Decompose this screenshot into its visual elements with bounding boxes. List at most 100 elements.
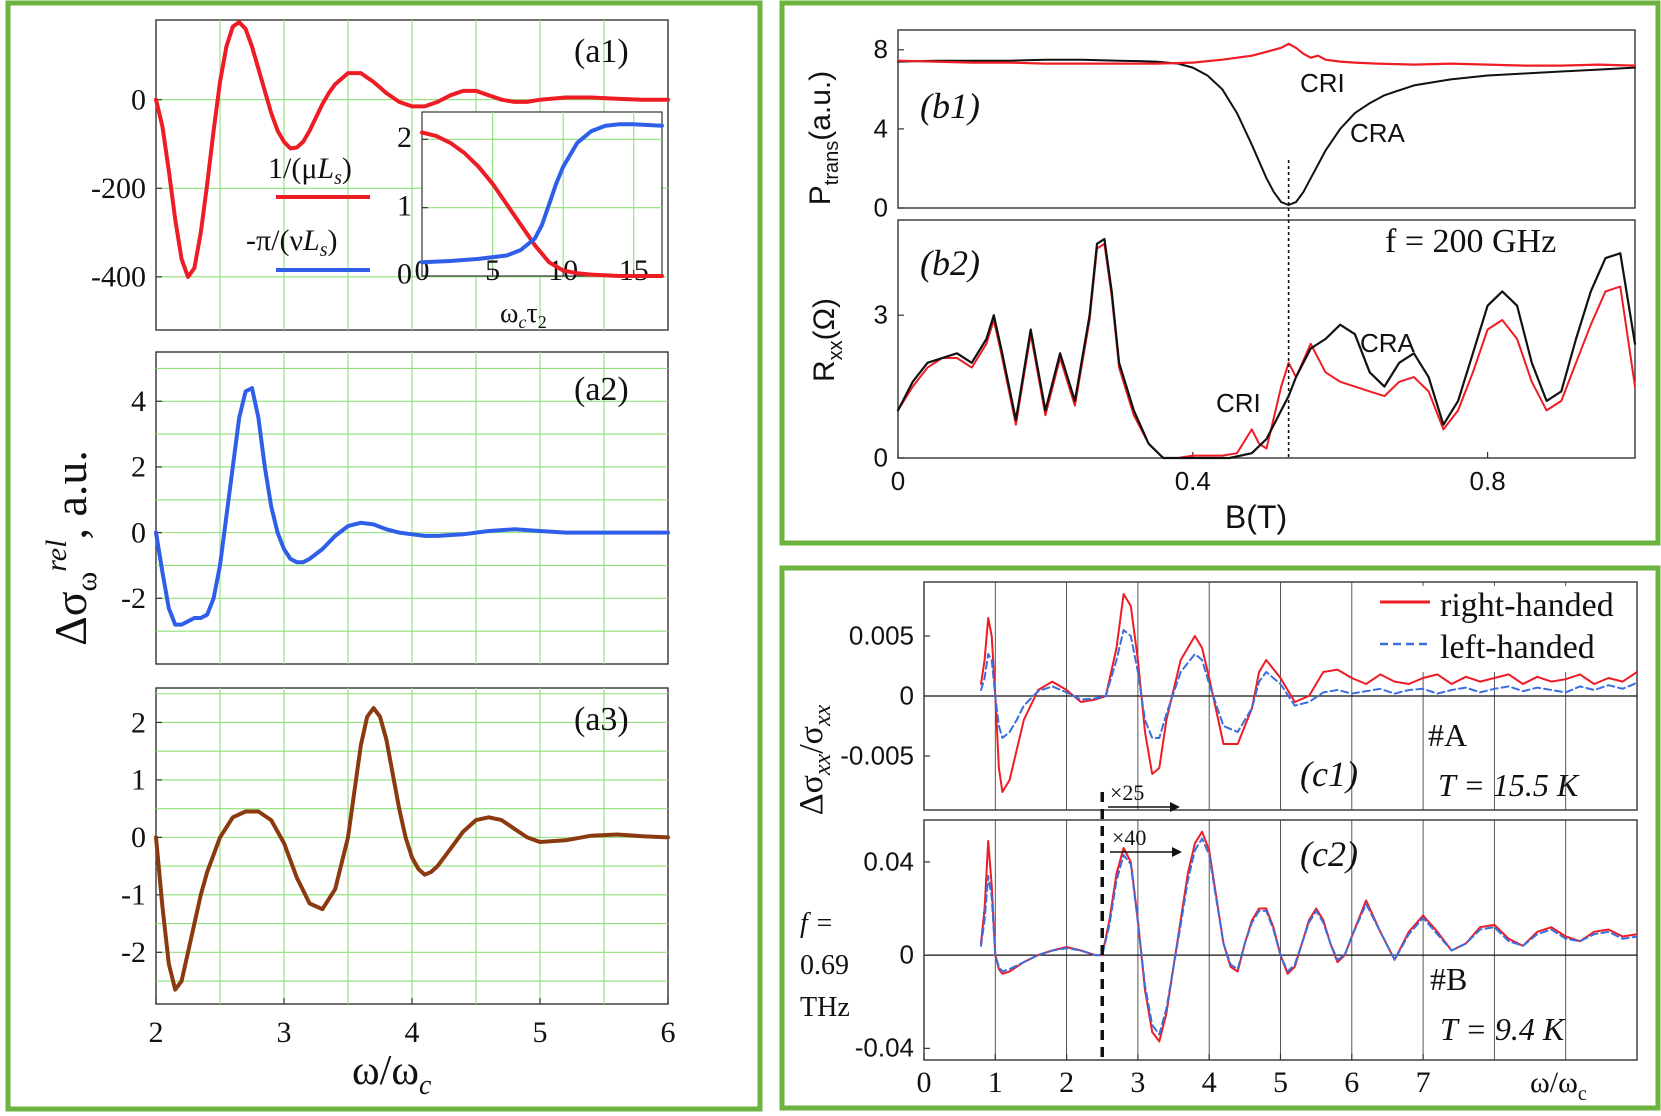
c2-x-tick-label: 5 xyxy=(1273,1066,1288,1099)
b2-y-tick-label: 3 xyxy=(874,300,888,330)
sample-c2: #B xyxy=(1430,961,1467,997)
annot-b2-cri: CRI xyxy=(1216,388,1261,418)
a1-y-tick-label: -200 xyxy=(91,172,146,205)
grid-inset xyxy=(422,112,662,276)
a1-y-tick-label: 0 xyxy=(131,84,146,117)
a2-y-tick-label: 0 xyxy=(131,516,146,549)
inset-series-1-l-s- xyxy=(420,130,664,278)
chart-a2: 4 2 0 -2 (a2) xyxy=(121,351,670,665)
lines-b1 xyxy=(896,42,1637,206)
b1-series-cra xyxy=(897,58,1636,206)
lines-a3 xyxy=(154,706,670,992)
c1-y-tick-label: -0.005 xyxy=(840,740,914,770)
b1-y-tick-label: 8 xyxy=(874,34,888,64)
b2-x-tick-label: 0.8 xyxy=(1470,466,1506,496)
b1-series-cri xyxy=(896,42,1637,67)
annot-b1-cra: CRA xyxy=(1350,118,1406,148)
a3-y-tick-label: 1 xyxy=(131,764,146,797)
c2-x-tick-label: 0 xyxy=(917,1066,932,1099)
temperature-c2: T = 9.4 K xyxy=(1440,1011,1566,1047)
c2-x-tick-label: 1 xyxy=(988,1066,1003,1099)
yticks-a3: 2 1 0 -1 -2 xyxy=(121,706,162,969)
legend-a1-entry-2: -π/(νLs) xyxy=(246,224,338,261)
c2-series-left-handed xyxy=(980,837,1638,1036)
c2-x-tick-label: 7 xyxy=(1416,1066,1431,1099)
c1-y-tick-label: 0 xyxy=(900,680,914,710)
a3-y-tick-label: 0 xyxy=(131,821,146,854)
xticks-c2: 0 1 2 3 4 5 6 7 xyxy=(917,1054,1431,1099)
title-b2: f = 200 GHz xyxy=(1385,223,1556,260)
inset-series--l-s- xyxy=(420,122,664,265)
c2-x-tick-label: 6 xyxy=(1344,1066,1359,1099)
b2-x-tick-label: 0.4 xyxy=(1175,466,1211,496)
xlabel-b2: B(T) xyxy=(1225,499,1287,535)
yticks-c2: 0.04 0 -0.04 xyxy=(855,846,930,1063)
inset-x-tick-label: 0 xyxy=(415,254,430,287)
a2-y-tick-label: 2 xyxy=(131,451,146,484)
c2-y-tick-label: 0.04 xyxy=(863,846,914,876)
a3-x-tick-label: 4 xyxy=(405,1016,420,1049)
c1-y-tick-label: 0.005 xyxy=(849,620,914,650)
a3-series-a3 xyxy=(154,706,670,992)
panel-label-b1: (b1) xyxy=(920,86,980,126)
inset-x-tick-label: 15 xyxy=(619,254,649,287)
yticks-c1: 0.005 0 -0.005 xyxy=(840,620,930,770)
a1-y-tick-label: -400 xyxy=(91,261,146,294)
annot-b1-cri: CRI xyxy=(1300,68,1345,98)
legend-c: right-handed left-handed xyxy=(1368,586,1634,672)
lines-inset xyxy=(420,122,664,278)
temperature-c1: T = 15.5 K xyxy=(1438,767,1580,803)
vgrid-c1 xyxy=(924,582,1637,810)
xticks-b2: 0 0.4 0.8 xyxy=(891,452,1506,496)
xlabel-a3: ω/ωc xyxy=(352,1048,432,1101)
scale-note-c2: ×40 xyxy=(1112,825,1146,850)
inset-y-tick-label: 1 xyxy=(397,189,412,222)
a3-x-tick-label: 2 xyxy=(149,1016,164,1049)
a3-x-tick-label: 5 xyxy=(533,1016,548,1049)
legend-a1-entry-1: 1/(μLs) xyxy=(268,152,352,189)
b2-series-cri xyxy=(897,242,1636,459)
panel-c-frame xyxy=(779,565,1661,1111)
legend-c-left-handed: left-handed xyxy=(1440,629,1595,666)
panel-label-a2: (a2) xyxy=(574,371,629,408)
axes-b1 xyxy=(897,29,1636,209)
lines-c1 xyxy=(980,593,1638,793)
b2-x-tick-label: 0 xyxy=(891,466,905,496)
inset-y-tick-label: 2 xyxy=(397,121,412,154)
chart-c1: 0.005 0 -0.005 (c1) #A T = 15.5 K ×25 righ… xyxy=(840,581,1638,812)
panel-label-b2: (b2) xyxy=(920,243,980,283)
sample-c1: #A xyxy=(1428,717,1467,753)
lines-c2 xyxy=(980,830,1638,1043)
c2-x-tick-label: 2 xyxy=(1059,1066,1074,1099)
a1-series-1-l-s- xyxy=(154,20,670,279)
a3-x-tick-label: 6 xyxy=(661,1016,676,1049)
c2-x-tick-label: 3 xyxy=(1130,1066,1145,1099)
lines-a2 xyxy=(154,386,670,627)
scale-note-c1: ×25 xyxy=(1110,780,1144,805)
ylabel-a: Δσωrel, a.u. xyxy=(40,450,103,646)
grid-a3 xyxy=(156,688,668,1004)
ylabel-b1: Ptrans(a.u.) xyxy=(804,71,843,206)
a3-y-tick-label: 2 xyxy=(131,706,146,739)
axes-b2 xyxy=(897,219,1636,459)
freq-unit: THz xyxy=(800,992,850,1023)
b1-y-tick-label: 0 xyxy=(874,192,888,222)
lines-a1 xyxy=(154,20,670,279)
a3-x-tick-label: 3 xyxy=(277,1016,292,1049)
freq-value: 0.69 xyxy=(800,950,849,981)
annot-b2-cra: CRA xyxy=(1360,328,1416,358)
c2-y-tick-label: -0.04 xyxy=(855,1033,914,1063)
a3-y-tick-label: -2 xyxy=(121,936,146,969)
scale-arrow-head-c2 xyxy=(1172,847,1182,857)
xlabel-c2: ω/ωc xyxy=(1530,1066,1587,1105)
a2-series-a2 xyxy=(154,386,670,627)
panel-label-a1: (a1) xyxy=(574,33,629,70)
ylabel-b2: Rxx(Ω) xyxy=(808,298,847,382)
yticks-a1: 0 -200 -400 xyxy=(91,84,162,294)
b2-series-cra xyxy=(896,237,1637,460)
a3-y-tick-label: -1 xyxy=(121,879,146,912)
